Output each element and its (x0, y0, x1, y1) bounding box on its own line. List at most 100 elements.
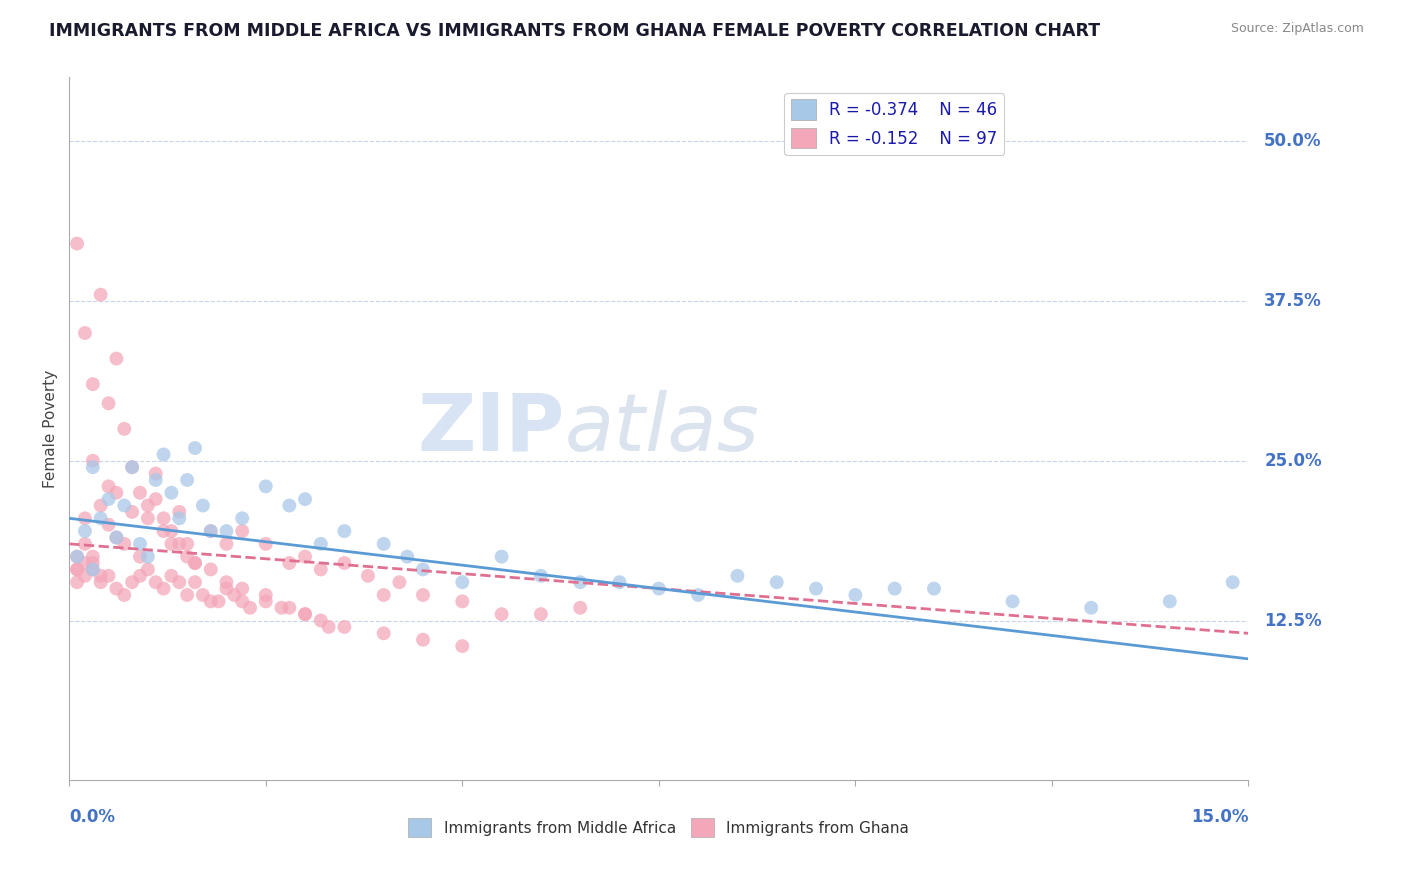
Point (231, 524, 253, 538)
Point (191, 499, 214, 513)
Point (451, 594, 474, 608)
Point (66, 236, 89, 251)
Point (569, 575, 592, 590)
Point (412, 632, 434, 647)
Point (160, 569, 183, 583)
Point (176, 588, 198, 602)
Point (231, 594, 253, 608)
Point (121, 460, 143, 475)
Point (66, 562, 89, 576)
Point (294, 607, 316, 622)
Point (191, 588, 214, 602)
Point (200, 524, 222, 538)
Point (152, 511, 174, 525)
Point (176, 473, 198, 487)
Text: atlas: atlas (564, 390, 759, 468)
Point (82, 377, 104, 392)
Point (176, 549, 198, 564)
Point (294, 549, 316, 564)
Point (82, 562, 104, 576)
Point (121, 505, 143, 519)
Point (169, 505, 191, 519)
Text: IMMIGRANTS FROM MIDDLE AFRICA VS IMMIGRANTS FROM GHANA FEMALE POVERTY CORRELATIO: IMMIGRANTS FROM MIDDLE AFRICA VS IMMIGRA… (49, 22, 1101, 40)
Text: Source: ZipAtlas.com: Source: ZipAtlas.com (1230, 22, 1364, 36)
Point (184, 556, 207, 570)
Point (129, 537, 152, 551)
Point (231, 511, 253, 525)
Point (318, 620, 340, 634)
Point (688, 588, 710, 602)
Point (530, 607, 553, 622)
Point (105, 531, 128, 545)
Point (725, 569, 748, 583)
Text: 15.0%: 15.0% (1191, 808, 1249, 826)
Text: 0.0%: 0.0% (69, 808, 115, 826)
Point (294, 607, 316, 622)
Point (145, 492, 167, 507)
Point (215, 575, 238, 590)
Point (129, 569, 152, 583)
Point (73, 537, 96, 551)
Point (145, 575, 167, 590)
Point (200, 524, 222, 538)
Point (883, 582, 905, 596)
Point (82, 562, 104, 576)
Point (333, 556, 356, 570)
Point (491, 607, 513, 622)
Point (105, 351, 128, 366)
Point (82, 556, 104, 570)
Point (396, 549, 419, 564)
Point (90, 511, 112, 525)
Point (121, 575, 143, 590)
Point (278, 499, 301, 513)
Point (254, 588, 277, 602)
Point (105, 531, 128, 545)
Point (412, 562, 434, 576)
Point (569, 600, 592, 615)
Point (136, 562, 159, 576)
Point (844, 588, 866, 602)
Point (90, 287, 112, 301)
Point (145, 473, 167, 487)
Point (609, 575, 631, 590)
Point (152, 582, 174, 596)
Point (82, 549, 104, 564)
Point (97, 492, 120, 507)
Point (112, 499, 135, 513)
Point (451, 639, 474, 653)
Point (278, 556, 301, 570)
Point (254, 479, 277, 493)
Point (129, 549, 152, 564)
Point (129, 485, 152, 500)
Point (294, 492, 316, 507)
Point (97, 396, 120, 410)
Point (224, 588, 246, 602)
Point (184, 441, 207, 455)
Point (278, 600, 301, 615)
Point (82, 454, 104, 468)
Point (66, 575, 89, 590)
Point (373, 537, 395, 551)
Point (66, 562, 89, 576)
Point (105, 485, 128, 500)
Point (97, 569, 120, 583)
Point (90, 499, 112, 513)
Point (136, 499, 159, 513)
Point (239, 600, 262, 615)
Point (112, 422, 135, 436)
Point (184, 556, 207, 570)
Point (160, 537, 183, 551)
Point (66, 549, 89, 564)
Point (207, 594, 229, 608)
Point (412, 588, 434, 602)
Point (90, 569, 112, 583)
Point (530, 569, 553, 583)
Point (333, 620, 356, 634)
Point (152, 447, 174, 461)
Point (176, 537, 198, 551)
Point (215, 537, 238, 551)
Point (97, 517, 120, 532)
Point (200, 562, 222, 576)
Point (105, 582, 128, 596)
Point (121, 460, 143, 475)
